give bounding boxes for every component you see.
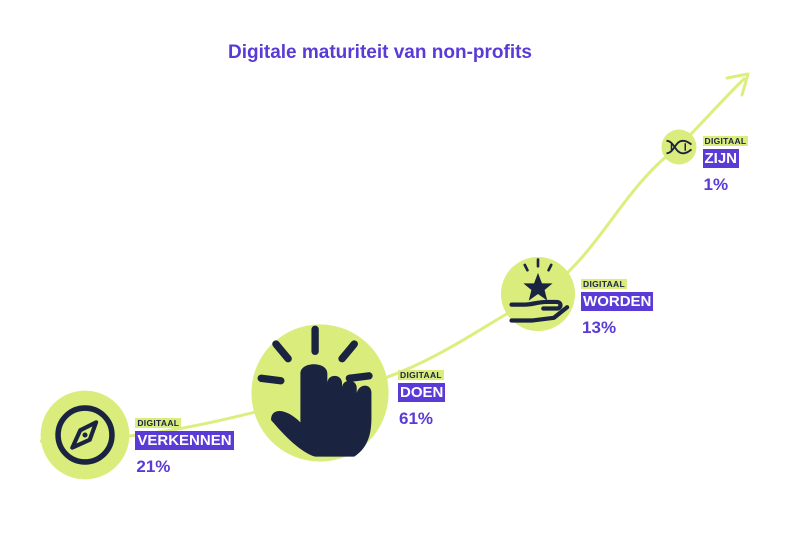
stage-bubble-zijn <box>661 129 697 165</box>
stage-label-verkennen: DIGITAAL VERKENNEN 21% <box>135 413 234 477</box>
stage-label-worden: DIGITAAL WORDEN 13% <box>581 274 654 338</box>
stage-percentage: 21% <box>136 457 171 476</box>
stage-percentage: 13% <box>582 318 617 337</box>
stage-name: DOEN <box>398 383 446 402</box>
dna-icon <box>666 139 692 155</box>
stage-kicker: DIGITAAL <box>702 136 749 146</box>
arrow-head-icon <box>725 72 750 97</box>
stage-label-zijn: DIGITAAL ZIJN 1% <box>702 131 749 195</box>
stage-kicker: DIGITAAL <box>398 370 444 380</box>
stage-name: ZIJN <box>702 149 740 168</box>
pointer-hand-icon <box>257 325 373 457</box>
stage-percentage: 1% <box>703 175 729 194</box>
chart-title: Digitale maturiteit van non-profits <box>227 42 533 63</box>
hand-star-icon <box>509 258 570 323</box>
stage-kicker: DIGITAAL <box>581 279 627 289</box>
stage-percentage: 61% <box>399 409 434 428</box>
stage-kicker: DIGITAAL <box>135 418 182 428</box>
stage-label-doen: DIGITAAL DOEN 61% <box>398 365 446 429</box>
compass-icon <box>55 405 115 465</box>
growth-curve <box>39 76 747 443</box>
stage-name: WORDEN <box>581 292 654 311</box>
stage-name: VERKENNEN <box>135 431 234 450</box>
